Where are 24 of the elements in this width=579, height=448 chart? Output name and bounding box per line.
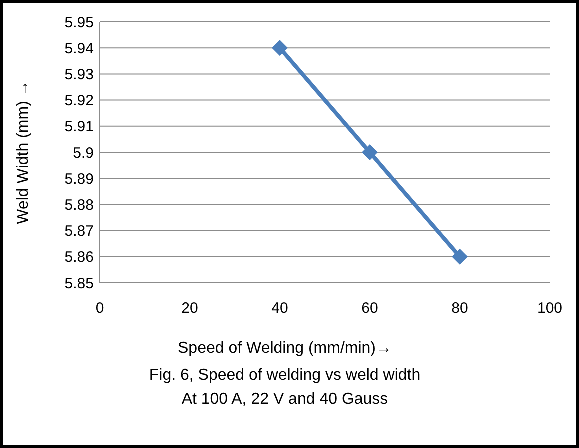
y-axis-title: Weld Width (mm) → bbox=[15, 80, 32, 224]
point bbox=[362, 144, 378, 160]
y-tick-label: 5.95 bbox=[64, 14, 94, 32]
point bbox=[272, 40, 288, 56]
y-tick-label: 5.9 bbox=[73, 144, 94, 162]
x-tick-label: 100 bbox=[537, 300, 563, 317]
y-tick-label: 5.91 bbox=[64, 118, 94, 136]
x-tick-label: 60 bbox=[362, 300, 378, 317]
x-tick-label: 80 bbox=[452, 300, 468, 317]
y-tick-label: 5.94 bbox=[64, 40, 94, 58]
y-tick-label: 5.92 bbox=[64, 92, 94, 110]
x-axis-title: Speed of Welding (mm/min)→ bbox=[178, 340, 392, 357]
y-tick-label: 5.93 bbox=[64, 66, 94, 84]
x-tick-label: 40 bbox=[272, 300, 288, 317]
point bbox=[452, 248, 468, 265]
y-tick-label: 5.89 bbox=[64, 170, 94, 188]
x-tick-label: 20 bbox=[182, 300, 198, 317]
y-tick-label: 5.88 bbox=[64, 196, 94, 214]
x-tick-label: 0 bbox=[96, 300, 104, 317]
caption: Fig. 6, Speed of welding vs weld width bbox=[149, 367, 421, 384]
y-tick-label: 5.86 bbox=[64, 249, 94, 266]
y-tick-label: 5.87 bbox=[64, 223, 94, 240]
text: At 100 A, 22 V and 40 Gauss bbox=[182, 391, 388, 408]
y-tick-label: 5.85 bbox=[64, 275, 94, 292]
